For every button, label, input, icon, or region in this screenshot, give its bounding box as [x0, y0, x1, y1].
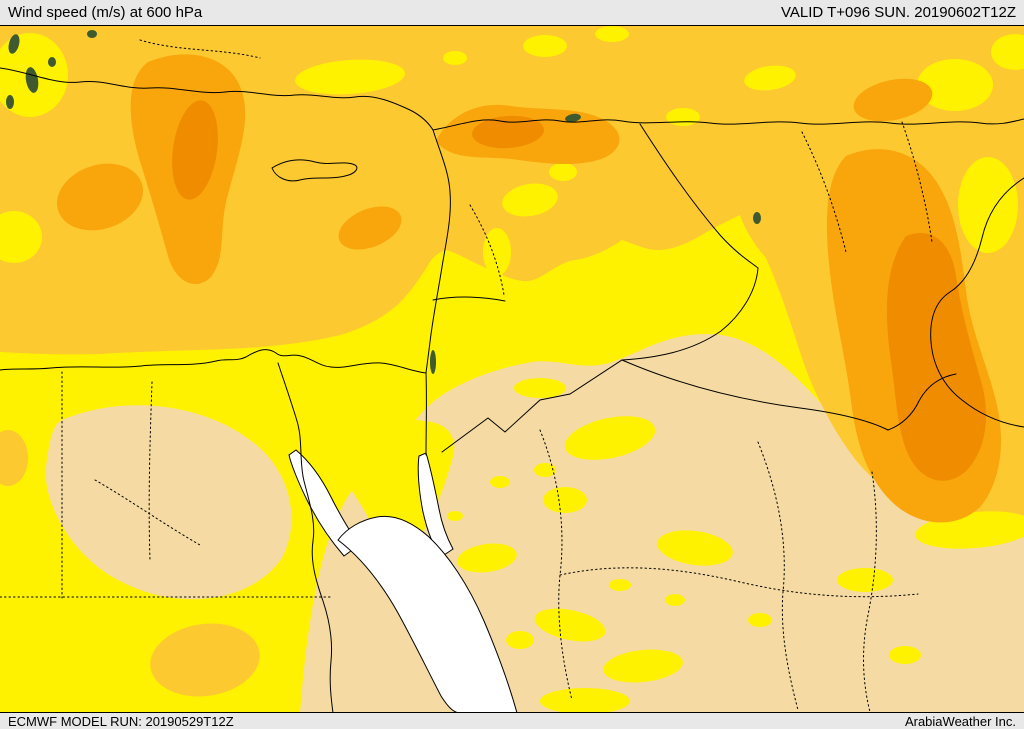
- lakes: [6, 30, 761, 374]
- red-sea: [337, 515, 518, 712]
- levant-egypt-coast: [0, 129, 451, 374]
- model-run-label: ECMWF MODEL RUN: 20190529T12Z: [8, 713, 234, 729]
- high-wind-cells-south: [0, 430, 260, 697]
- syria-jordan-border: [432, 296, 506, 302]
- map-title: Wind speed (m/s) at 600 hPa: [8, 4, 203, 21]
- moderate-pockets-south: [304, 378, 921, 712]
- iraq-west-border: [621, 123, 759, 361]
- footer-bar: ECMWF MODEL RUN: 20190529T12Z ArabiaWeat…: [0, 712, 1024, 729]
- high-wind-region: [0, 26, 1024, 518]
- sinai-moderate-area: [304, 418, 455, 561]
- attribution-label: ArabiaWeather Inc.: [904, 713, 1016, 729]
- valid-time-label: VALID T+096 SUN. 20190602T12Z: [780, 4, 1016, 21]
- wind-speed-map: [0, 26, 1024, 712]
- extreme-wind-cores: [172, 100, 986, 481]
- dead-sea: [430, 350, 436, 374]
- header-bar: Wind speed (m/s) at 600 hPa VALID T+096 …: [0, 0, 1024, 26]
- cyprus-outline: [271, 159, 358, 182]
- persian-gulf-coast: [930, 177, 1024, 428]
- admin-boundaries-dotted: [0, 39, 933, 712]
- coastlines-and-borders: [0, 67, 1024, 456]
- gulf-of-suez: [288, 449, 360, 557]
- nile-river-line: [277, 362, 334, 712]
- water-bodies: [288, 449, 518, 712]
- map-area: [0, 26, 1024, 712]
- turkey-coast-and-border: [0, 67, 1024, 131]
